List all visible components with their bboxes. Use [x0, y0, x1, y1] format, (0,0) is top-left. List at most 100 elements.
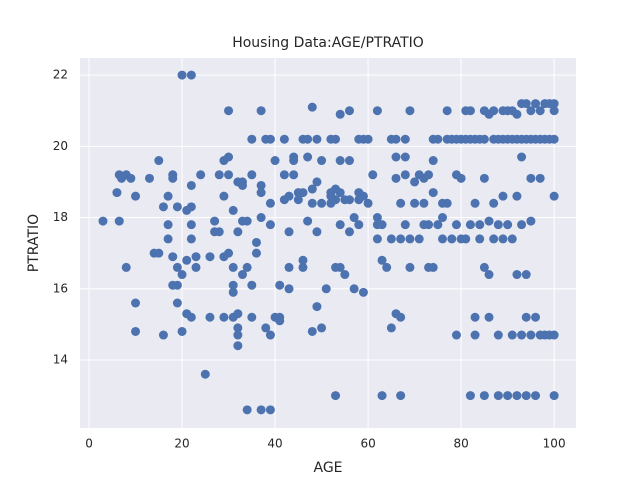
point	[312, 227, 322, 237]
point	[531, 391, 541, 401]
point	[265, 134, 275, 144]
point	[549, 99, 559, 109]
point	[498, 191, 508, 201]
point	[233, 227, 243, 237]
point	[456, 173, 466, 183]
point	[224, 248, 234, 258]
point	[114, 216, 124, 226]
point	[256, 405, 266, 415]
point	[493, 220, 503, 230]
point	[484, 270, 494, 280]
point	[298, 255, 308, 265]
point	[479, 391, 489, 401]
point	[317, 156, 327, 166]
point	[210, 216, 220, 226]
point	[228, 262, 238, 272]
point	[549, 106, 559, 116]
point	[154, 248, 164, 258]
point	[549, 191, 559, 201]
point	[293, 195, 303, 205]
point	[172, 298, 182, 308]
point	[307, 198, 317, 208]
point	[340, 270, 350, 280]
point	[303, 152, 313, 162]
point	[298, 188, 308, 198]
point	[158, 330, 168, 340]
point	[284, 227, 294, 237]
point	[177, 326, 187, 336]
point	[363, 134, 373, 144]
point	[256, 188, 266, 198]
point	[405, 262, 415, 272]
point	[172, 280, 182, 290]
point	[400, 220, 410, 230]
point	[372, 234, 382, 244]
point	[400, 170, 410, 180]
point	[442, 106, 452, 116]
point	[391, 152, 401, 162]
point	[307, 102, 317, 112]
point	[172, 262, 182, 272]
point	[428, 188, 438, 198]
point	[433, 134, 443, 144]
point	[428, 262, 438, 272]
point	[521, 391, 531, 401]
point	[428, 156, 438, 166]
point	[219, 312, 229, 322]
point	[312, 302, 322, 312]
point	[433, 220, 443, 230]
point	[372, 213, 382, 223]
point	[279, 134, 289, 144]
point	[205, 252, 215, 262]
point	[400, 134, 410, 144]
x-tick-label: 20	[174, 437, 189, 451]
point	[344, 195, 354, 205]
chart-title: Housing Data:AGE/PTRATIO	[232, 35, 424, 51]
point	[521, 312, 531, 322]
point	[186, 220, 196, 230]
point	[479, 173, 489, 183]
point	[275, 312, 285, 322]
point	[535, 106, 545, 116]
point	[265, 198, 275, 208]
point	[186, 234, 196, 244]
point	[386, 234, 396, 244]
point	[247, 134, 257, 144]
point	[358, 287, 368, 297]
point	[414, 234, 424, 244]
point	[344, 227, 354, 237]
point	[517, 152, 527, 162]
point	[247, 170, 257, 180]
point	[493, 391, 503, 401]
point	[247, 312, 257, 322]
point	[144, 173, 154, 183]
x-tick-label: 0	[85, 437, 93, 451]
y-tick-label: 20	[53, 139, 68, 153]
point	[298, 262, 308, 272]
point	[526, 330, 536, 340]
point	[377, 255, 387, 265]
point	[465, 220, 475, 230]
x-tick-label: 100	[543, 437, 566, 451]
point	[186, 180, 196, 190]
y-axis-label: PTRATIO	[26, 214, 42, 272]
point	[419, 198, 429, 208]
point	[163, 220, 173, 230]
point	[270, 156, 280, 166]
point	[256, 213, 266, 223]
point	[470, 330, 480, 340]
y-tick-label: 22	[53, 68, 68, 82]
x-axis-label: AGE	[313, 460, 342, 476]
point	[186, 312, 196, 322]
point	[233, 341, 243, 351]
point	[242, 405, 252, 415]
point	[182, 255, 192, 265]
point	[335, 188, 345, 198]
point	[265, 220, 275, 230]
point	[238, 270, 248, 280]
point	[349, 284, 359, 294]
point	[224, 152, 234, 162]
point	[284, 262, 294, 272]
point	[312, 177, 322, 187]
point	[214, 170, 224, 180]
